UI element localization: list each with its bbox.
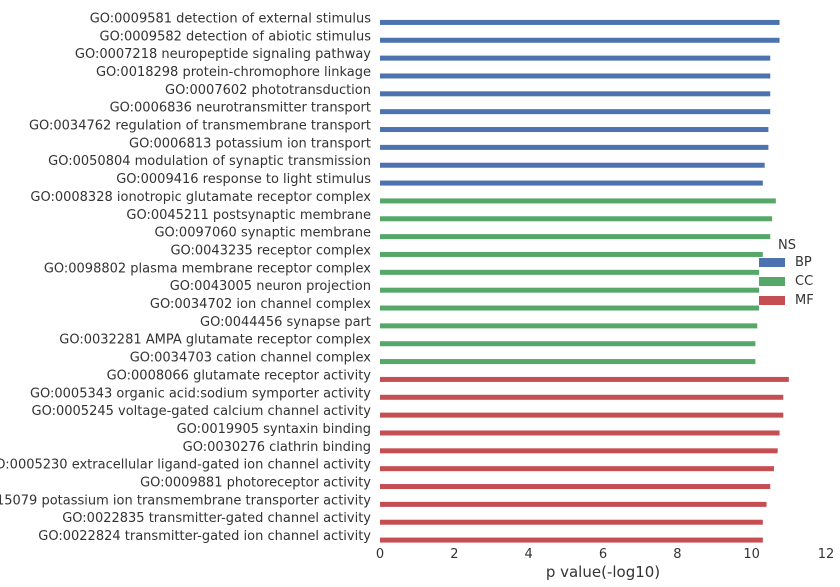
category-label: GO:0008328 ionotropic glutamate receptor… [30, 190, 371, 205]
category-label: GO:0050804 modulation of synaptic transm… [48, 154, 371, 169]
x-tick-label: 0 [376, 547, 384, 562]
category-label: GO:0043005 neuron projection [170, 279, 371, 294]
bar-mf [380, 448, 778, 454]
bar-cc [380, 216, 773, 222]
bar-mf [380, 466, 774, 472]
bar-cc [380, 359, 756, 365]
x-tick-label: 10 [743, 547, 760, 562]
bar-bp [380, 180, 763, 186]
bar-cc [380, 251, 763, 257]
category-label: GO:0022824 transmitter-gated ion channel… [38, 529, 371, 544]
legend-swatch-bp [759, 258, 785, 267]
category-label: GO:0009582 detection of abiotic stimulus [100, 29, 372, 44]
legend-swatch-cc [759, 277, 785, 286]
category-label: GO:0009416 response to light stimulus [116, 172, 371, 187]
legend-label-bp: BP [795, 255, 812, 270]
x-axis-ticks: 0 2 4 6 8 10 12 [376, 547, 834, 562]
bar-mf [380, 412, 784, 418]
bar-bp [380, 144, 769, 150]
category-label: GO:0008066 glutamate receptor activity [107, 368, 372, 383]
legend: NS BP CC MF [759, 238, 814, 308]
bar-cc [380, 234, 771, 240]
bar-bp [380, 162, 765, 168]
bar-mf [380, 430, 780, 436]
category-label: GO:0043235 receptor complex [170, 243, 371, 258]
bar-bp [380, 73, 771, 79]
category-label: GO:0044456 synapse part [200, 315, 371, 330]
category-label: GO:0009881 photoreceptor activity [140, 476, 371, 491]
category-label: GO:0019905 syntaxin binding [177, 422, 371, 437]
bar-cc [380, 198, 776, 204]
category-label: GO:0032281 AMPA glutamate receptor compl… [59, 333, 371, 348]
x-tick-label: 8 [673, 547, 681, 562]
category-label: GO:0098802 plasma membrane receptor comp… [44, 261, 371, 276]
bar-mf [380, 519, 763, 525]
bar-cc [380, 287, 760, 293]
category-label: GO:0030276 clathrin binding [183, 440, 371, 455]
category-label: GO:0034702 ion channel complex [150, 297, 371, 312]
category-label: GO:0045211 postsynaptic membrane [126, 208, 371, 223]
category-label: GO:0005230 extracellular ligand-gated io… [0, 458, 371, 473]
legend-swatch-mf [759, 296, 785, 305]
category-label: GO:0007602 phototransduction [165, 83, 371, 98]
x-tick-label: 6 [599, 547, 607, 562]
category-label: GO:0007218 neuropeptide signaling pathwa… [75, 47, 371, 62]
category-label: GO:0006813 potassium ion transport [129, 136, 371, 151]
bar-bp [380, 55, 771, 61]
bar-cc [380, 305, 760, 311]
bar-cc [380, 269, 760, 275]
x-tick-label: 2 [450, 547, 458, 562]
bar-bp [380, 19, 780, 25]
bar-cc [380, 341, 756, 347]
category-labels: GO:0009581 detection of external stimulu… [0, 11, 371, 544]
bar-mf [380, 376, 789, 382]
category-label: GO:0022835 transmitter-gated channel act… [62, 511, 371, 526]
bar-mf [380, 537, 763, 543]
category-label: GO:0034703 cation channel complex [130, 351, 372, 366]
bars-layer [380, 19, 789, 543]
x-axis-label: p value(-log10) [546, 563, 660, 581]
legend-label-cc: CC [795, 274, 813, 289]
bar-cc [380, 323, 758, 329]
category-label: GO:0006836 neurotransmitter transport [110, 101, 371, 116]
category-label: GO:0015079 potassium ion transmembrane t… [0, 493, 371, 508]
category-label: GO:0018298 protein-chromophore linkage [96, 65, 371, 80]
legend-label-mf: MF [795, 293, 814, 308]
category-label: GO:0097060 synaptic membrane [154, 226, 371, 241]
bar-bp [380, 91, 771, 97]
legend-title: NS [778, 238, 796, 253]
bar-bp [380, 37, 780, 43]
bar-bp [380, 127, 769, 133]
bar-mf [380, 394, 784, 400]
bar-bp [380, 109, 771, 115]
category-label: GO:0005343 organic acid:sodium symporter… [30, 386, 371, 401]
category-label: GO:0009581 detection of external stimulu… [90, 11, 372, 26]
x-tick-label: 12 [818, 547, 835, 562]
x-tick-label: 4 [525, 547, 533, 562]
bar-mf [380, 501, 767, 507]
category-label: GO:0034762 regulation of transmembrane t… [29, 119, 371, 134]
category-label: GO:0005245 voltage-gated calcium channel… [32, 404, 372, 419]
bar-mf [380, 484, 771, 490]
